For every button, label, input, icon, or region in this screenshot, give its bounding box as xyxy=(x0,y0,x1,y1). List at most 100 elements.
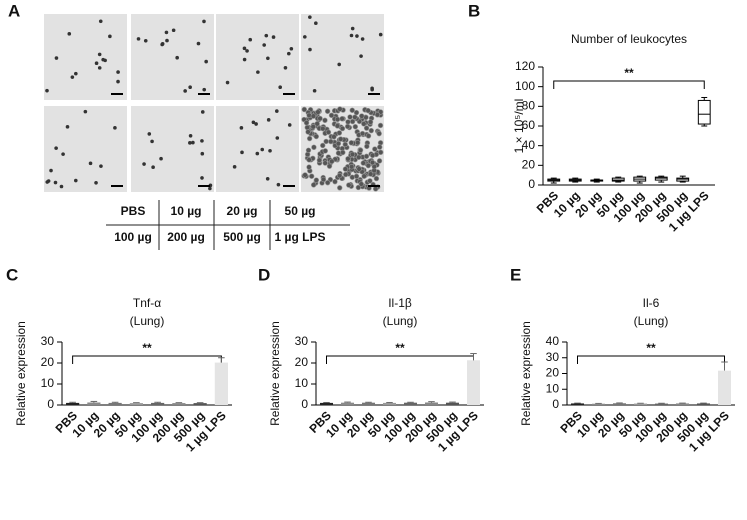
cell xyxy=(308,15,312,19)
cell xyxy=(266,56,270,61)
cell xyxy=(305,129,311,135)
cell xyxy=(103,58,107,63)
cell xyxy=(98,19,103,24)
y-tick-label: 40 xyxy=(522,138,536,152)
cell xyxy=(191,140,195,145)
chart-subtitle: (Lung) xyxy=(130,314,165,328)
cell xyxy=(372,186,379,192)
cell xyxy=(347,114,353,120)
cell xyxy=(345,119,351,125)
y-axis-label: 1 × 10⁵/ml xyxy=(512,99,526,154)
cell xyxy=(342,166,349,172)
cell xyxy=(232,165,237,169)
cell xyxy=(54,146,58,150)
cell xyxy=(70,75,75,79)
cell xyxy=(306,157,312,163)
y-tick-label: 30 xyxy=(546,350,560,364)
cell xyxy=(316,157,323,163)
cell xyxy=(365,162,372,169)
bar xyxy=(654,403,669,405)
cell xyxy=(346,182,352,188)
cell xyxy=(349,151,356,158)
cell xyxy=(320,125,326,132)
cell xyxy=(326,163,333,169)
cell xyxy=(268,148,272,153)
chart-title: Il-6 xyxy=(643,296,660,310)
bar xyxy=(382,402,397,405)
bar xyxy=(675,403,690,405)
panel-label: A xyxy=(8,1,20,20)
cell xyxy=(262,43,266,47)
cell xyxy=(248,37,253,42)
table-cell: 50 µg xyxy=(285,204,316,218)
bar xyxy=(129,403,143,405)
cell xyxy=(320,176,327,183)
cell xyxy=(99,164,103,168)
cell xyxy=(365,107,371,114)
cell xyxy=(278,85,282,90)
cell xyxy=(306,164,312,170)
cell xyxy=(367,178,373,184)
y-tick-label: 0 xyxy=(47,397,54,411)
cell xyxy=(345,156,351,162)
y-tick-label: 10 xyxy=(295,376,309,390)
cell xyxy=(289,46,294,51)
y-tick-label: 0 xyxy=(552,397,559,411)
cell xyxy=(202,87,207,92)
bar xyxy=(570,403,585,405)
cell xyxy=(355,184,362,191)
table-cell: 1 µg LPS xyxy=(275,230,326,244)
cell xyxy=(377,149,384,156)
cell xyxy=(150,139,154,144)
cell xyxy=(329,158,335,165)
bar xyxy=(633,403,648,405)
table-cell: 100 µg xyxy=(114,230,152,244)
y-axis-label: Relative expression xyxy=(519,321,533,426)
cell xyxy=(310,182,317,188)
cell xyxy=(337,185,343,191)
cell xyxy=(377,122,384,129)
y-tick-label: 30 xyxy=(41,334,55,348)
y-tick-label: 10 xyxy=(41,376,55,390)
cell xyxy=(306,112,312,119)
cell xyxy=(352,114,358,120)
cell xyxy=(303,120,310,126)
significance-label: ** xyxy=(624,66,634,80)
bar xyxy=(591,403,606,405)
significance-bracket xyxy=(553,80,705,89)
micrograph xyxy=(301,14,384,100)
cell xyxy=(305,147,312,153)
cell xyxy=(336,130,343,136)
y-tick-label: 20 xyxy=(41,355,55,369)
cell xyxy=(54,56,59,60)
cell xyxy=(314,21,318,26)
cell xyxy=(378,32,383,37)
cell xyxy=(255,151,260,156)
cell xyxy=(360,160,367,166)
panel-label: E xyxy=(510,265,521,284)
cell xyxy=(301,106,308,113)
cell xyxy=(260,147,265,152)
cell xyxy=(200,110,205,114)
cell xyxy=(175,55,179,60)
cell xyxy=(200,151,205,156)
bar xyxy=(717,370,732,405)
cell xyxy=(349,107,355,113)
cell xyxy=(275,136,280,140)
cell xyxy=(59,184,64,189)
cell xyxy=(188,141,192,145)
y-tick-label: 20 xyxy=(522,158,536,172)
cell xyxy=(361,121,367,127)
bar xyxy=(340,402,355,405)
cell xyxy=(353,109,360,116)
micrograph xyxy=(131,106,214,192)
micrograph xyxy=(216,106,299,192)
cell xyxy=(374,112,381,118)
cell xyxy=(164,30,169,35)
cell xyxy=(65,125,70,129)
cell xyxy=(360,37,365,41)
cell xyxy=(61,152,65,156)
cell xyxy=(335,150,342,156)
cell xyxy=(276,182,281,187)
cell xyxy=(376,130,382,137)
